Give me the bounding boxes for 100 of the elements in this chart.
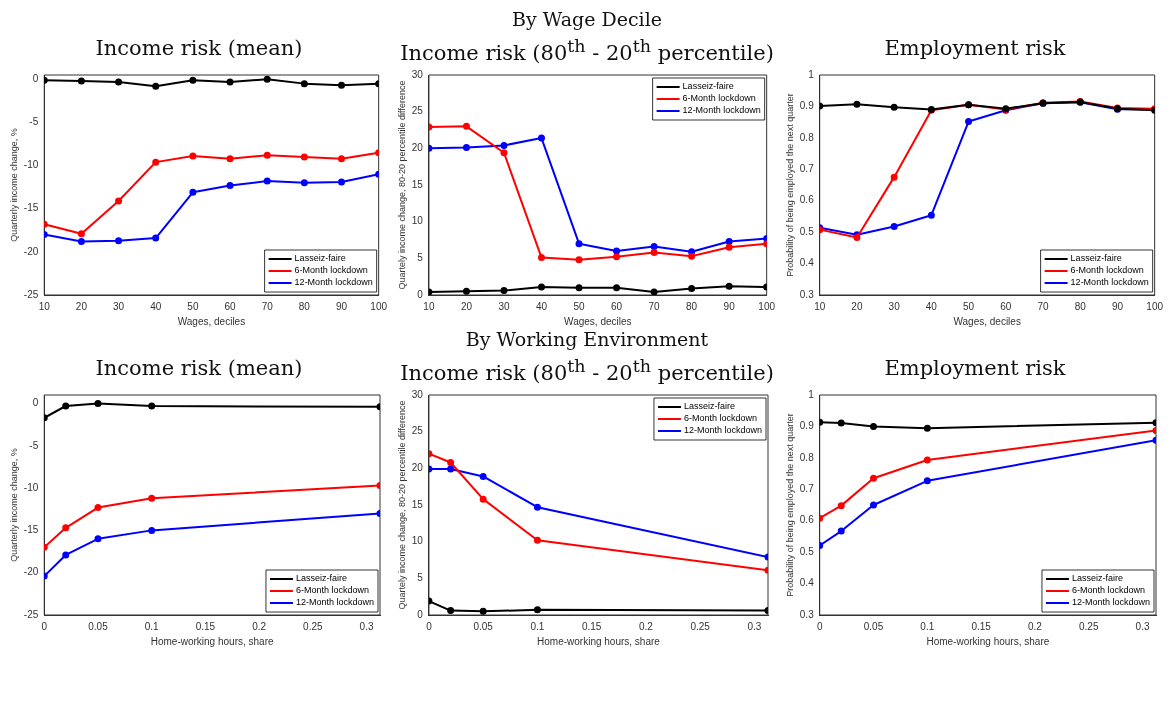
legend-label: 12-Month lockdown: [682, 105, 761, 116]
y-tick-label: 20: [411, 462, 424, 474]
x-tick-label: 0: [816, 620, 823, 632]
chart-title: Income risk (80$^{th}$ - 20$^{th}$ percentile): [400, 356, 774, 386]
x-tick-label: 0.2: [638, 620, 654, 632]
y-tick-label: 0: [32, 397, 39, 409]
y-tick-label: -15: [23, 202, 39, 214]
y-tick-label: 0.7: [799, 163, 815, 175]
text: By Working Environment: [464, 328, 710, 352]
y-tick-label: -10: [23, 481, 39, 493]
legend-label: 6-Month lockdown: [1070, 265, 1144, 276]
x-tick-label: 60: [224, 300, 237, 312]
x-tick-label: 20: [75, 300, 88, 312]
y-tick-label: 5: [417, 252, 424, 264]
legend-label: 12-Month lockdown: [295, 597, 374, 608]
y-tick-label: 0: [417, 608, 424, 620]
x-tick-label: 90: [1111, 300, 1124, 312]
legend-label: 6-Month lockdown: [295, 585, 369, 596]
x-tick-label: 0.2: [252, 620, 267, 632]
text: By Wage Decile: [511, 8, 663, 32]
y-tick-label: 0.6: [799, 514, 815, 526]
y-axis-title: Quartely income change, 80-20 percentile difference: [396, 80, 407, 290]
y-tick-label: 0.9: [799, 420, 815, 432]
x-axis-title: Home-working hours, share: [150, 635, 274, 647]
y-tick-label: 10: [411, 535, 424, 547]
y-tick-label: 0.6: [799, 194, 815, 206]
x-tick-label: 0.15: [581, 620, 602, 632]
y-tick-label: 15: [411, 178, 424, 190]
y-tick-label: 0.8: [799, 451, 815, 463]
y-tick-label: 25: [411, 425, 424, 437]
x-axis-title: Home-working hours, share: [537, 635, 661, 647]
x-tick-label: 20: [851, 300, 863, 312]
x-tick-label: 90: [335, 300, 348, 312]
y-tick-label: 0.7: [799, 483, 815, 495]
y-tick-label: 1: [808, 68, 815, 80]
x-tick-label: 80: [686, 300, 698, 312]
legend-label: 12-Month lockdown: [294, 277, 373, 288]
x-tick-label: 100: [370, 300, 388, 312]
legend-label: Lasseiz-faire: [683, 401, 735, 412]
y-tick-label: 25: [411, 105, 424, 117]
x-tick-label: 100: [758, 300, 776, 312]
legend-label: 6-Month lockdown: [1071, 585, 1145, 596]
x-tick-label: 0.3: [359, 620, 374, 632]
chart-title: Employment risk: [884, 356, 1066, 382]
chart-title: Employment risk: [884, 36, 1066, 62]
x-tick-label: 50: [573, 300, 586, 312]
x-axis-title: Wages, deciles: [953, 315, 1021, 327]
x-tick-label: 100: [1146, 300, 1164, 312]
x-tick-label: 0.25: [303, 620, 324, 632]
x-tick-label: 0.1: [920, 620, 935, 632]
y-tick-label: 0: [32, 73, 39, 85]
y-axis-title: Quartely income change, 80-20 percentile difference: [396, 400, 407, 610]
x-axis-title: Home-working hours, share: [926, 635, 1050, 647]
x-tick-label: 30: [888, 300, 901, 312]
y-tick-label: 30: [411, 388, 424, 400]
x-tick-label: 80: [298, 300, 311, 312]
x-tick-label: 60: [610, 300, 623, 312]
x-tick-label: 0.2: [1027, 620, 1043, 632]
y-tick-label: 0.5: [799, 225, 815, 237]
y-tick-label: -25: [23, 608, 39, 620]
legend-label: 6-Month lockdown: [294, 265, 368, 276]
y-tick-label: -20: [23, 566, 39, 578]
legend-label: 12-Month lockdown: [683, 425, 762, 436]
x-tick-label: 80: [1074, 300, 1087, 312]
x-tick-label: 0.05: [863, 620, 884, 632]
x-axis-title: Wages, deciles: [564, 315, 632, 327]
legend-label: 12-Month lockdown: [1071, 597, 1150, 608]
x-tick-label: 40: [535, 300, 548, 312]
y-tick-label: 0.4: [799, 577, 815, 589]
y-tick-label: 30: [411, 68, 424, 80]
x-tick-label: 0.25: [690, 620, 711, 632]
x-tick-label: 50: [963, 300, 975, 312]
x-tick-label: 0.05: [473, 620, 494, 632]
legend-label: 6-Month lockdown: [682, 93, 756, 104]
y-tick-label: 20: [411, 142, 424, 154]
x-tick-label: 0.25: [1079, 620, 1099, 632]
x-tick-label: 40: [150, 300, 162, 312]
x-tick-label: 0: [426, 620, 433, 632]
x-tick-label: 0.05: [88, 620, 109, 632]
x-tick-label: 0: [41, 620, 48, 632]
x-tick-label: 90: [723, 300, 736, 312]
y-tick-label: 10: [411, 215, 424, 227]
x-tick-label: 0.15: [195, 620, 216, 632]
legend-label: 12-Month lockdown: [1070, 277, 1149, 288]
y-tick-label: 0.9: [799, 100, 815, 112]
x-axis-title: Wages, deciles: [177, 315, 246, 327]
y-tick-label: -5: [29, 439, 39, 451]
y-tick-label: 0.8: [799, 131, 815, 143]
x-tick-label: 50: [187, 300, 199, 312]
chart-title: Income risk (mean): [95, 356, 303, 382]
legend-label: Lasseiz-faire: [1070, 253, 1122, 264]
x-tick-label: 70: [261, 300, 274, 312]
y-tick-label: -15: [23, 524, 39, 536]
x-tick-label: 30: [113, 300, 125, 312]
y-axis-title: Probability of being employed the next quarter: [784, 413, 795, 597]
y-tick-label: 0: [417, 288, 424, 300]
y-tick-label: 15: [411, 498, 424, 510]
legend-label: Lasseiz-faire: [1071, 573, 1123, 584]
legend-label: Lasseiz-faire: [682, 81, 734, 92]
y-tick-label: 0.3: [799, 608, 815, 620]
